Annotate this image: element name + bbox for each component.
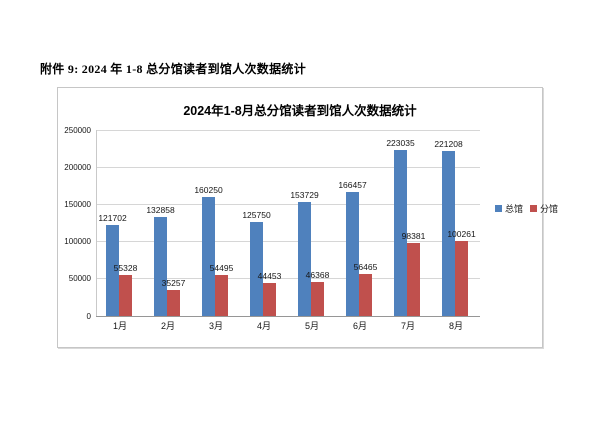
x-axis-line [96,315,480,317]
bar-value-label: 44453 [257,270,282,281]
legend-item-分馆: 分馆 [530,202,558,215]
attachment-heading: 附件 9: 2024 年 1-8 总分馆读者到馆人次数据统计 [40,62,306,76]
bar-总馆-3月 [202,196,215,316]
legend-swatch-icon [495,205,502,212]
bar-总馆-4月 [250,222,263,316]
bar-总馆-8月 [442,151,455,316]
bar-value-label: 166457 [338,180,367,191]
chart-title: 2024年1-8月总分馆读者到馆人次数据统计 [183,104,417,118]
legend-item-总馆: 总馆 [495,202,523,215]
bar-总馆-7月 [394,150,407,316]
bar-分馆-4月 [263,282,276,316]
bar-分馆-2月 [167,289,180,316]
y-axis-line [96,130,97,316]
chart-legend: 总馆 分馆 [495,202,558,215]
x-tick-label: 6月 [352,321,367,331]
x-tick-label: 4月 [256,321,271,331]
y-tick-label: 0 [86,311,91,321]
gridline [96,166,480,168]
bar-value-label: 56465 [353,261,378,272]
bar-分馆-1月 [119,274,132,316]
bar-分馆-8月 [455,241,468,316]
x-tick-label: 7月 [400,321,415,331]
x-tick-label: 3月 [208,321,223,331]
plot-area: 0 50000 100000 150000 200000 250000 121702 5532… [58,88,542,347]
y-tick-label: 250000 [64,125,91,135]
legend-label: 分馆 [540,204,559,214]
legend-label: 总馆 [505,204,524,214]
y-tick-label: 100000 [64,237,91,247]
bar-value-label: 55328 [113,262,138,273]
bar-分馆-5月 [311,281,324,316]
bar-分馆-3月 [215,275,228,316]
bar-value-label: 221208 [434,139,463,150]
bar-value-label: 223035 [386,138,415,149]
legend-swatch-icon [530,205,538,212]
gridline [96,203,480,205]
y-tick-label: 50000 [68,274,91,284]
bar-value-label: 54495 [209,263,234,274]
bar-value-label: 160250 [194,184,223,195]
chart-container: 2024年1-8月总分馆读者到馆人次数据统计 0 50000 100000 15000… [57,87,558,348]
bar-value-label: 121702 [98,213,127,224]
bar-value-label: 98381 [401,230,426,241]
bar-value-label: 46368 [305,269,330,280]
y-tick-label: 200000 [64,162,91,172]
x-tick-label: 1月 [112,321,127,331]
bar-总馆-6月 [346,192,359,316]
bar-总馆-5月 [298,201,311,316]
bar-分馆-7月 [407,242,420,316]
gridline [96,129,480,131]
bar-value-label: 153729 [290,189,319,200]
gridline [96,241,480,243]
bar-value-label: 125750 [242,210,271,221]
x-tick-label: 5月 [304,321,319,331]
bar-分馆-6月 [359,273,372,316]
bar-总馆-1月 [106,225,119,316]
x-tick-label: 8月 [448,321,463,331]
bar-value-label: 100261 [447,229,476,240]
x-tick-label: 2月 [160,321,175,331]
gridline [96,278,480,280]
bar-value-label: 35257 [161,277,186,288]
bar-总馆-2月 [154,217,167,316]
bar-value-label: 132858 [146,205,175,216]
y-tick-label: 150000 [64,199,91,209]
